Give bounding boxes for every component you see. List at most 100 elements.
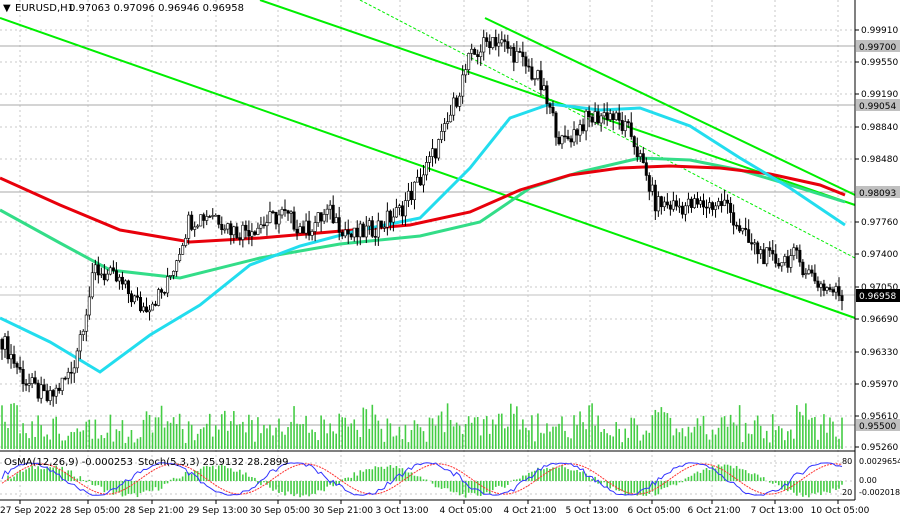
candle-body	[518, 51, 522, 53]
ma-green-line	[0, 156, 846, 280]
candle-body	[75, 350, 79, 369]
candle-body	[461, 74, 465, 97]
candle-body	[244, 224, 248, 231]
candle-body	[593, 111, 597, 123]
channel-line[interactable]	[484, 17, 856, 196]
candle-body	[286, 210, 290, 214]
candle-body	[695, 198, 699, 205]
candle-body	[491, 37, 495, 49]
candle-body	[322, 213, 326, 222]
candle-body	[446, 121, 450, 124]
candle-body	[735, 224, 739, 227]
candle-body	[422, 174, 426, 186]
candle-body	[412, 181, 416, 201]
candle-body	[277, 214, 281, 225]
time-tick-label: 28 Sep 21:00	[124, 506, 184, 516]
candle-body	[620, 120, 624, 131]
candle-body	[674, 200, 678, 207]
candle-body	[527, 65, 531, 68]
candle-body	[575, 129, 579, 136]
candle-body	[686, 198, 690, 207]
candle-body	[819, 283, 823, 288]
candle-body	[63, 377, 67, 380]
candle-body	[132, 295, 136, 303]
candle-body	[653, 184, 657, 212]
candle-body	[280, 209, 284, 216]
candle-body	[816, 280, 820, 288]
candle-body	[524, 56, 528, 67]
candle-body	[370, 220, 374, 237]
candle-body	[229, 223, 233, 236]
candle-body	[738, 225, 742, 232]
candle-body	[268, 211, 272, 223]
time-tick-label: 29 Sep 13:00	[188, 506, 248, 516]
candle-body	[500, 39, 504, 44]
candle-body	[717, 201, 721, 207]
candle-body	[614, 112, 618, 120]
candle-body	[777, 262, 781, 267]
candle-body	[431, 148, 435, 157]
candle-body	[557, 136, 561, 145]
candle-body	[536, 70, 540, 79]
candle-body	[57, 387, 61, 391]
candle-body	[87, 296, 91, 316]
price-tick-label: 0.99550	[861, 58, 898, 68]
candle-body	[759, 249, 763, 255]
time-tick-label: 5 Oct 13:00	[566, 506, 619, 516]
candle-body	[711, 202, 715, 210]
candle-body	[382, 226, 386, 229]
candlesticks	[0, 29, 844, 407]
price-tick-label: 0.97050	[861, 283, 898, 293]
candle-body	[178, 254, 182, 261]
candle-body	[391, 216, 395, 223]
level-label: 0.98093	[859, 189, 896, 199]
candle-body	[304, 220, 308, 234]
stoch-main-line	[1, 462, 843, 496]
candle-body	[39, 384, 43, 399]
candle-body	[689, 198, 693, 208]
candle-body	[726, 199, 730, 204]
candle-body	[0, 339, 4, 350]
candle-body	[18, 366, 22, 370]
candle-body	[641, 153, 645, 163]
candle-body	[93, 264, 97, 274]
candle-body	[428, 156, 432, 163]
candle-body	[184, 237, 188, 246]
candle-body	[60, 377, 64, 391]
candle-body	[626, 121, 630, 124]
candle-body	[662, 201, 666, 208]
candle-body	[801, 261, 805, 276]
candle-body	[822, 283, 826, 291]
candle-body	[172, 270, 176, 276]
candle-body	[458, 95, 462, 107]
price-tick-label: 0.96330	[861, 348, 898, 358]
candle-body	[572, 129, 576, 143]
level-label-box	[856, 99, 900, 111]
candle-body	[698, 200, 702, 205]
candle-body	[840, 295, 844, 301]
candle-body	[175, 260, 179, 272]
volume-bars	[1, 403, 843, 449]
candle-body	[750, 242, 754, 245]
level-label-box	[856, 40, 900, 52]
candle-body	[470, 48, 474, 54]
candle-body	[27, 383, 31, 386]
candle-body	[214, 214, 218, 217]
candle-body	[160, 289, 164, 293]
price-tick-label: 0.99910	[861, 26, 898, 36]
candle-body	[602, 112, 606, 117]
candle-body	[193, 226, 197, 230]
candle-body	[473, 48, 477, 55]
price-tick-label: 0.95260	[861, 443, 898, 453]
candle-body	[208, 216, 212, 218]
channel-line[interactable]	[359, 0, 856, 259]
candle-body	[545, 85, 549, 105]
candle-body	[515, 51, 519, 63]
candle-body	[584, 110, 588, 132]
candle-body	[259, 224, 263, 229]
current-price-label: 0.96958	[859, 292, 896, 302]
candle-body	[111, 267, 115, 271]
dropdown-arrow-icon[interactable]: ▼	[3, 3, 11, 14]
